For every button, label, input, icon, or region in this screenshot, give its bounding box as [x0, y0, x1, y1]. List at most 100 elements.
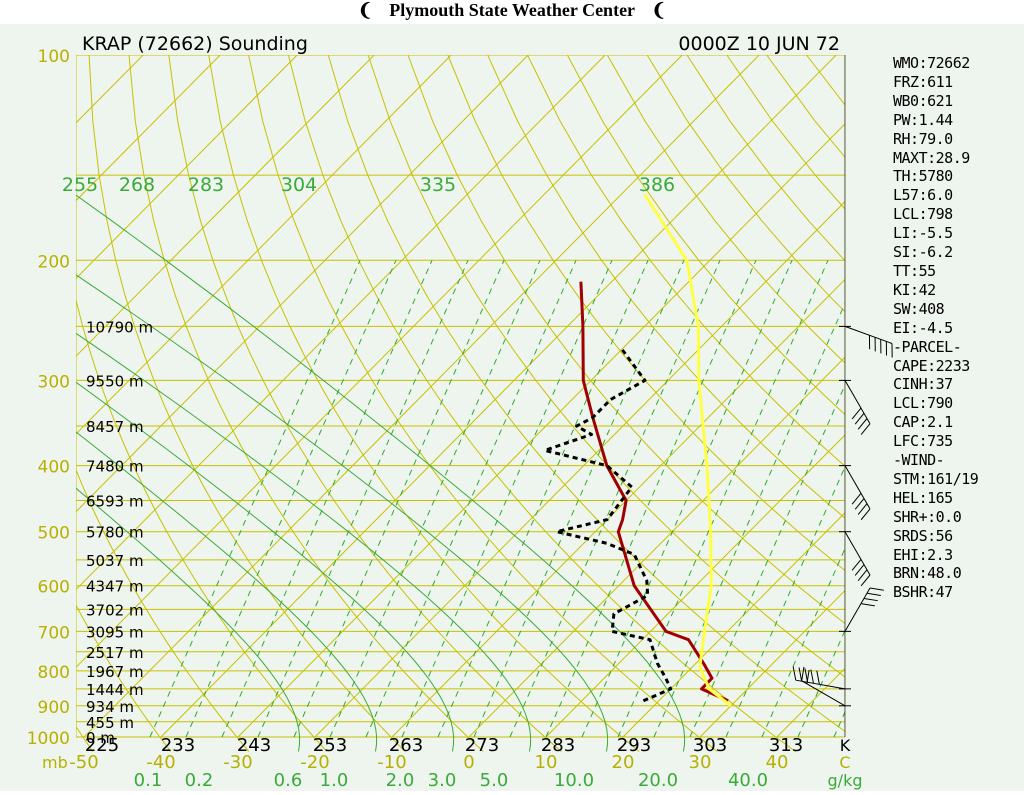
stat-line: CAP:2.1 [893, 413, 978, 432]
wind-barb-feather [852, 493, 861, 504]
stat-line: TT:55 [893, 262, 978, 281]
stat-line: CAPE:2233 [893, 357, 978, 376]
stat-line: MAXT:28.9 [893, 149, 978, 168]
height-label: 10790 m [86, 318, 153, 336]
wind-barb-feather [855, 413, 864, 424]
mixing-ratio-tick-label: 5.0 [480, 770, 509, 791]
thetae-tick-label: 304 [281, 174, 317, 196]
height-label: 9550 m [86, 372, 144, 390]
wind-shaft [845, 380, 870, 423]
height-label: 4347 m [86, 578, 144, 596]
stat-line: BSHR:47 [893, 583, 978, 602]
pressure-unit-label: mb [42, 753, 68, 772]
pressure-tick-label: 1000 [27, 729, 70, 749]
stat-line: LFC:735 [893, 432, 978, 451]
mixing-ratio-tick-label: 20.0 [638, 770, 678, 791]
mixing-ratio-tick-label: 10.0 [554, 770, 594, 791]
wind-barb-feather [852, 408, 861, 419]
pressure-tick-label: 300 [38, 372, 70, 392]
wind-barb-feather [864, 598, 878, 600]
height-label: 2517 m [86, 644, 144, 662]
mixing-ratio-tick-label: 0.2 [185, 770, 214, 791]
wind-barb-feather [861, 509, 870, 520]
stat-line: SW:408 [893, 300, 978, 319]
theta-tick-label: 293 [617, 735, 651, 756]
temperature-unit-label: C [839, 753, 850, 772]
stat-line: LI:-5.5 [893, 224, 978, 243]
stat-line: L57:6.0 [893, 186, 978, 205]
stat-line: CINH:37 [893, 375, 978, 394]
height-label: 6593 m [86, 492, 144, 510]
theta-tick-label: 303 [693, 735, 727, 756]
stat-line: STM:161/19 [893, 470, 978, 489]
stat-line: -WIND- [893, 451, 978, 470]
wind-barb-feather [861, 575, 870, 586]
pressure-tick-label: 600 [38, 578, 70, 598]
thetae-tick-label: 255 [62, 174, 98, 196]
pressure-tick-label: 800 [38, 663, 70, 683]
thetae-tick-label: 268 [119, 174, 155, 196]
height-label: 8457 m [86, 418, 144, 436]
wind-barb-feather [852, 559, 861, 570]
height-label: 7480 m [86, 458, 144, 476]
theta-tick-label: 225 [85, 735, 119, 756]
pressure-tick-label: 700 [38, 623, 70, 643]
stat-line: WB0:621 [893, 92, 978, 111]
pressure-tick-label: 200 [38, 252, 70, 272]
mixing-ratio-tick-label: 3.0 [428, 770, 457, 791]
wind-barb-feather [867, 593, 881, 595]
stat-line: HEL:165 [893, 489, 978, 508]
wind-shaft [845, 532, 870, 575]
wind-barb-feather [858, 504, 867, 515]
header-title: Plymouth State Weather Center [389, 0, 634, 20]
mixing-ratio-tick-label: 40.0 [728, 770, 768, 791]
thetae-tick-label: 283 [188, 174, 224, 196]
theta-tick-label: 313 [769, 735, 803, 756]
pressure-tick-label: 400 [38, 458, 70, 478]
wind-barb-feather [870, 588, 884, 590]
mixing-ratio-tick-label: 0.6 [274, 770, 303, 791]
wind-barb-feather [858, 570, 867, 581]
flag-icon-right: ❨ [651, 0, 666, 21]
wind-barb-feather [855, 565, 864, 576]
height-label: 3095 m [86, 623, 144, 641]
stat-line: SRDS:56 [893, 527, 978, 546]
theta-tick-label: 233 [161, 735, 195, 756]
thetae-tick-label: 386 [639, 174, 675, 196]
thetae-tick-label: 335 [420, 174, 456, 196]
stat-line: SI:-6.2 [893, 243, 978, 262]
mixing-ratio-tick-label: 2.0 [386, 770, 415, 791]
wind-barb [839, 588, 884, 631]
stat-line: RH:79.0 [893, 130, 978, 149]
wind-barb-feather [858, 419, 867, 430]
mixing-ratio-unit-label: g/kg [828, 771, 863, 790]
mixing-ratio-tick-label: 1.0 [320, 770, 349, 791]
wind-shaft [845, 588, 870, 631]
flag-icon-left: ❨ [358, 0, 373, 21]
header-banner: ❨ Plymouth State Weather Center ❨ [0, 0, 1024, 24]
stat-line: FRZ:611 [893, 73, 978, 92]
theta-tick-label: 283 [541, 735, 575, 756]
chart-title: KRAP (72662) Sounding [82, 33, 308, 55]
pressure-tick-label: 500 [38, 524, 70, 544]
stat-line: -PARCEL- [893, 338, 978, 357]
wind-barb-feather [861, 424, 870, 435]
height-label: 3702 m [86, 601, 144, 619]
pressure-tick-label: 100 [38, 47, 70, 67]
theta-tick-label: 253 [313, 735, 347, 756]
grid-layer [0, 55, 1024, 752]
height-label: 5037 m [86, 552, 144, 570]
stat-line: TH:5780 [893, 167, 978, 186]
wind-barb-feather [855, 499, 864, 510]
theta-tick-label: 243 [237, 735, 271, 756]
wind-barb [839, 326, 892, 357]
height-label: 5780 m [86, 524, 144, 542]
stat-line: EHI:2.3 [893, 546, 978, 565]
stat-line: SHR+:0.0 [893, 508, 978, 527]
theta-tick-label: 263 [389, 735, 423, 756]
chart-time: 0000Z 10 JUN 72 [678, 33, 840, 55]
stat-line: BRN:48.0 [893, 564, 978, 583]
